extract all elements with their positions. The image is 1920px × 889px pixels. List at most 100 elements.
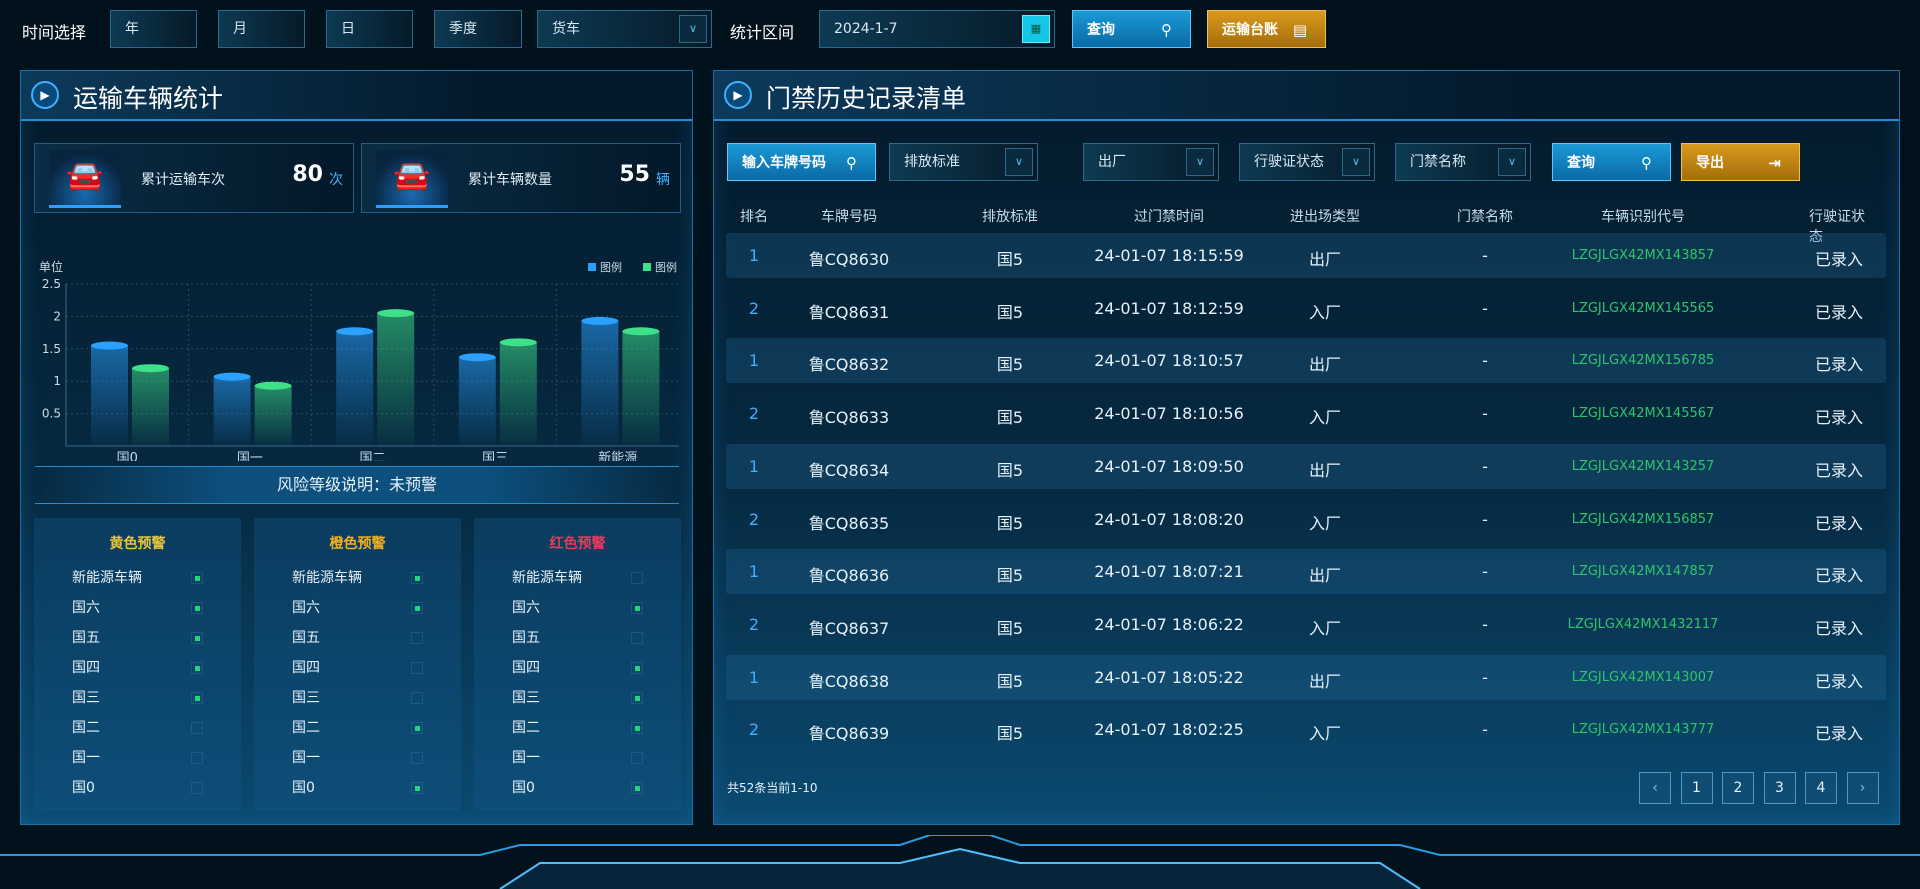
emission-bar-chart: 单位 0.5 1 1.5 2 2.5 国0 国一 国二 国三 新能源 图例 图例 [39, 259, 679, 461]
table-cell: - [1482, 614, 1488, 634]
status-indicator-icon [411, 662, 423, 674]
bar [622, 331, 660, 446]
day-input[interactable]: 日 [326, 10, 413, 48]
table-cell: 24-01-07 18:09:50 [1094, 456, 1244, 476]
warning-item-label: 国二 [512, 720, 540, 736]
bar-cap [622, 327, 660, 336]
pagination-summary: 共52条当前1-10 [727, 781, 818, 795]
emission-select[interactable]: 排放标准 ∨ [889, 143, 1038, 181]
quarter-input[interactable]: 季度 [434, 10, 522, 48]
chevron-down-icon[interactable]: ∨ [1005, 148, 1033, 176]
table-cell: LZGJLGX42MX143007 [1571, 669, 1715, 685]
bar-cap [458, 353, 496, 362]
table-cell: LZGJLGX42MX143777 [1571, 722, 1715, 738]
x-tick-label: 新能源 [598, 450, 637, 461]
prev-page-button[interactable]: ‹ [1639, 772, 1671, 804]
year-input[interactable]: 年 [110, 10, 197, 48]
warning-item: 新能源车辆 [474, 563, 681, 593]
bar-cap [213, 372, 251, 381]
query-button[interactable]: 查询 ⚲ [1552, 143, 1671, 181]
status-indicator-icon [191, 692, 203, 704]
page-button[interactable]: 3 [1763, 772, 1796, 804]
warning-item-label: 新能源车辆 [72, 570, 142, 586]
bar [377, 313, 415, 446]
plate-search-input[interactable]: 输入车牌号码 ⚲ [727, 143, 876, 181]
table-row[interactable]: 2 鲁CQ8633 国5 24-01-07 18:10:56 入厂 - LZGJLGX42M… [726, 391, 1886, 436]
table-row[interactable]: 2 鲁CQ8635 国5 24-01-07 18:08:20 入厂 - LZGJLGX42M… [726, 497, 1886, 542]
bar-cap [254, 381, 292, 390]
vehicle-stats-panel: ▶ 运输车辆统计 🚘 累计运输车次 80 次 🚘 累计车辆数量 55 辆 单位 0.… [20, 70, 693, 825]
chevron-down-icon[interactable]: ∨ [679, 15, 707, 43]
warning-item-label: 国六 [72, 600, 100, 616]
page-button[interactable]: 2 [1722, 772, 1754, 804]
legend-swatch [588, 263, 596, 271]
calendar-icon[interactable]: ▦ [1022, 15, 1050, 43]
direction-select[interactable]: 出厂 ∨ [1083, 143, 1219, 181]
warning-item-label: 国五 [512, 630, 540, 646]
table-cell: LZGJLGX42MX1432117 [1567, 616, 1719, 632]
chevron-down-icon[interactable]: ∨ [1498, 148, 1526, 176]
warning-column: 橙色预警 新能源车辆 国六 国五 国四 国三 国二 国一 国0 [254, 518, 461, 811]
page-button[interactable]: 4 [1805, 772, 1837, 804]
panel-title: 运输车辆统计 [73, 84, 224, 113]
warning-item: 国五 [34, 623, 241, 653]
table-row[interactable]: 1 鲁CQ8630 国5 24-01-07 18:15:59 出厂 - LZGJLGX42M… [726, 233, 1886, 278]
bar-cap [499, 338, 537, 347]
month-input[interactable]: 月 [218, 10, 305, 48]
warning-item: 国二 [34, 713, 241, 743]
license-value: 行驶证状态 [1254, 154, 1324, 170]
status-indicator-icon [191, 722, 203, 734]
query-label: 查询 [1087, 22, 1115, 38]
export-button[interactable]: 导出 ⇥ [1681, 143, 1800, 181]
page-button[interactable]: 1 [1680, 772, 1713, 804]
chevron-down-icon[interactable]: ∨ [1186, 148, 1214, 176]
vehicle-type-select[interactable]: 货车 ∨ [537, 10, 712, 48]
stat-label: 累计车辆数量 [468, 172, 552, 188]
chevron-down-icon[interactable]: ∨ [1342, 148, 1370, 176]
warning-item-label: 新能源车辆 [512, 570, 582, 586]
status-indicator-icon [191, 662, 203, 674]
table-row[interactable]: 1 鲁CQ8632 国5 24-01-07 18:10:57 出厂 - LZGJLGX42M… [726, 338, 1886, 384]
table-row[interactable]: 1 鲁CQ8638 国5 24-01-07 18:05:22 出厂 - LZGJLGX42M… [726, 654, 1886, 700]
column-header: 进出场类型 [1290, 209, 1360, 225]
bar [213, 376, 251, 446]
ledger-button[interactable]: 运输台账 ▤ [1207, 10, 1326, 48]
table-row[interactable]: 1 鲁CQ8634 国5 24-01-07 18:09:50 出厂 - LZGJLGX42M… [726, 443, 1886, 489]
table-cell: 24-01-07 18:08:20 [1094, 509, 1244, 529]
warning-item: 国四 [254, 653, 461, 683]
column-header: 排放标准 [982, 209, 1038, 225]
warning-item: 国六 [34, 593, 241, 623]
table-row[interactable]: 2 鲁CQ8639 国5 24-01-07 18:02:25 入厂 - LZGJLGX42M… [726, 707, 1886, 752]
car-icon: 🚘 [49, 150, 121, 208]
warning-item: 国0 [254, 773, 461, 803]
column-header: 排名 [740, 209, 768, 225]
bar [581, 320, 619, 446]
table-row[interactable]: 2 鲁CQ8637 国5 24-01-07 18:06:22 入厂 - LZGJLGX42M… [726, 602, 1886, 647]
warning-item: 国0 [474, 773, 681, 803]
table-cell: 国5 [996, 671, 1024, 691]
warning-item-label: 国0 [512, 780, 535, 796]
warning-item-label: 国三 [72, 690, 100, 706]
status-indicator-icon [631, 722, 643, 734]
warning-item: 国一 [474, 743, 681, 773]
next-page-button[interactable]: › [1846, 772, 1879, 804]
column-header: 行驶证状态 [1809, 209, 1865, 245]
query-button[interactable]: 查询 ⚲ [1072, 10, 1191, 48]
license-select[interactable]: 行驶证状态 ∨ [1239, 143, 1375, 181]
search-icon: ⚲ [846, 154, 857, 172]
date-input[interactable]: 2024-1-7 ▦ [819, 10, 1055, 48]
table-cell: 1 [748, 246, 760, 265]
query-label: 查询 [1567, 155, 1595, 171]
column-header: 车牌号码 [821, 209, 877, 225]
emission-value: 排放标准 [904, 154, 960, 170]
warning-column: 黄色预警 新能源车辆 国六 国五 国四 国三 国二 国一 国0 [34, 518, 241, 811]
warning-item: 国六 [474, 593, 681, 623]
bar-cap [377, 309, 415, 318]
warning-item-label: 国二 [292, 720, 320, 736]
gate-select[interactable]: 门禁名称 ∨ [1395, 143, 1531, 181]
table-row[interactable]: 2 鲁CQ8631 国5 24-01-07 18:12:59 入厂 - LZGJLGX42M… [726, 286, 1886, 331]
car-icon: 🚘 [376, 150, 448, 208]
table-row[interactable]: 1 鲁CQ8636 国5 24-01-07 18:07:21 出厂 - LZGJLGX42M… [726, 549, 1886, 595]
table-cell: 2 [748, 614, 760, 634]
table-cell: 24-01-07 18:10:57 [1094, 351, 1244, 371]
